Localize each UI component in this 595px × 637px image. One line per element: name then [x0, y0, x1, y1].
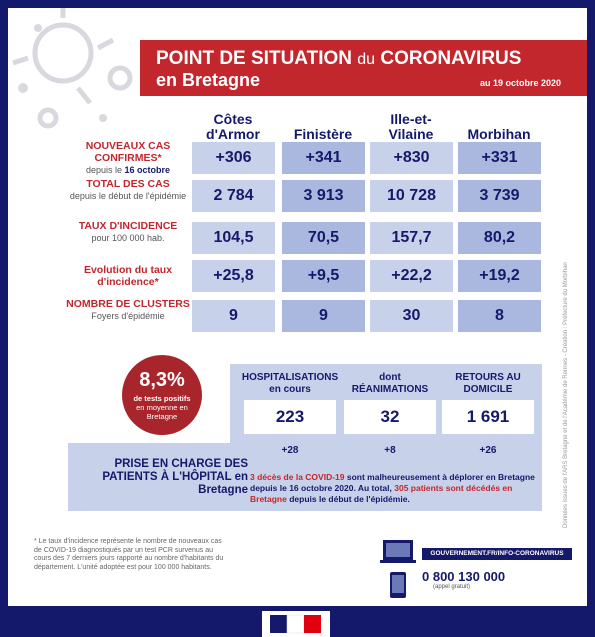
positivity-circle — [122, 355, 202, 435]
hospital-delta: +8 — [384, 445, 396, 456]
note-text: sont malheureusement à déplorer en Breta… — [250, 472, 535, 493]
row-label-text: NOMBRE DE CLUSTERS — [66, 298, 190, 310]
row-label-text: NOUVEAUX CAS CONFIRMES* — [85, 140, 171, 164]
contact-phone: 0 800 130 000 — [422, 569, 506, 584]
row-sub-text: depuis le début de l'épidémie — [69, 191, 187, 201]
contact-icons — [380, 540, 416, 598]
column-name: Morbihan — [467, 126, 531, 142]
column-header: Ille-et-Vilaine — [368, 106, 454, 142]
cell: 157,7 — [370, 222, 453, 254]
cell: +306 — [192, 142, 275, 174]
row-sub: pour 100 000 hab. — [63, 232, 193, 244]
row-label-text: TAUX D'INCIDENCE — [78, 220, 178, 232]
note-red: 305 patients sont décédés en Bretagne — [250, 483, 513, 504]
cell: 9 — [282, 300, 365, 332]
hospital-value: 1 691 — [442, 400, 534, 434]
row-label: TAUX D'INCIDENCE pour 100 000 hab. — [63, 220, 193, 244]
row-label: NOUVEAUX CAS CONFIRMES* depuis le 16 octo… — [63, 140, 193, 176]
positivity-line2: en moyenne en Bretagne — [136, 403, 188, 421]
logo — [262, 611, 330, 637]
positivity-line1: de tests positifs — [133, 394, 191, 403]
cell: 104,5 — [192, 222, 275, 254]
note-red: 3 décès de la COVID-19 — [250, 472, 345, 482]
cell: 2 784 — [192, 180, 275, 212]
hospital-value: 223 — [244, 400, 336, 434]
cell: +331 — [458, 142, 541, 174]
row-sub-bold: 16 octobre — [124, 165, 171, 175]
positivity-value: 8,3% — [139, 369, 185, 391]
column-header: Finistère — [280, 106, 366, 142]
cell: 9 — [192, 300, 275, 332]
row-sub: Foyers d'épidémie — [63, 310, 193, 322]
hospital-value: 32 — [344, 400, 436, 434]
card: POINT DE SITUATION du CORONAVIRUS en Bre… — [8, 8, 587, 606]
row-label-text: Evolution du taux d'incidence* — [83, 264, 173, 288]
hospital-delta: +28 — [281, 445, 299, 456]
row-label: NOMBRE DE CLUSTERS Foyers d'épidémie — [63, 298, 193, 322]
row-sub-text: depuis le — [85, 165, 122, 175]
title-a: POINT DE SITUATION — [156, 48, 352, 69]
cell: 8 — [458, 300, 541, 332]
footnote: * Le taux d'incidence représente le nomb… — [34, 538, 224, 571]
row-label: TOTAL DES CAS depuis le début de l'épidém… — [63, 178, 193, 202]
title-b: du — [357, 51, 376, 68]
hospital-header: dont RÉANIMATIONS — [351, 372, 429, 395]
contact-phone-note: (appel gratuit) — [433, 584, 471, 590]
cell: 80,2 — [458, 222, 541, 254]
cell: 3 913 — [282, 180, 365, 212]
subtitle: en Bretagne — [156, 70, 261, 90]
cell: 30 — [370, 300, 453, 332]
row-sub-text: pour 100 000 hab. — [91, 233, 165, 243]
cell: +830 — [370, 142, 453, 174]
cell: +341 — [282, 142, 365, 174]
hospital-delta: +26 — [479, 445, 497, 456]
row-sub: depuis le 16 octobre — [63, 164, 193, 176]
column-header: Morbihan — [456, 106, 542, 142]
column-header: Côtes d'Armor — [190, 106, 276, 142]
cell: +9,5 — [282, 260, 365, 292]
cell: +19,2 — [458, 260, 541, 292]
cell: 3 739 — [458, 180, 541, 212]
cell: +25,8 — [192, 260, 275, 292]
hospital-header: RETOURS AU DOMICILE — [455, 372, 521, 395]
contact-url: GOUVERNEMENT.FR/INFO-CORONAVIRUS — [422, 548, 572, 560]
source: Données issues de l'ARS Bretagne et de l… — [563, 262, 569, 528]
column-name: Finistère — [293, 126, 353, 142]
title: POINT DE SITUATION du CORONAVIRUS — [156, 48, 521, 70]
row-sub-text: Foyers d'épidémie — [91, 311, 165, 321]
positivity: 8,3% de tests positifs en moyenne en Bre… — [120, 369, 204, 421]
row-sub: depuis le début de l'épidémie — [63, 190, 193, 202]
virus-decoration — [12, 8, 133, 129]
cell: 70,5 — [282, 222, 365, 254]
hospital-title: PRISE EN CHARGE DES PATIENTS À L'HÔPITAL… — [102, 458, 248, 496]
column-name: Ille-et-Vilaine — [388, 111, 434, 142]
cell: 10 728 — [370, 180, 453, 212]
hospital-note: 3 décès de la COVID-19 sont malheureusem… — [250, 472, 540, 505]
row-label-text: TOTAL DES CAS — [86, 178, 170, 190]
date: au 19 octobre 2020 — [479, 78, 561, 88]
hospital-header: HOSPITALISATIONS en cours — [241, 372, 339, 395]
title-banner: POINT DE SITUATION du CORONAVIRUS en Bre… — [140, 40, 587, 96]
title-c: CORONAVIRUS — [380, 48, 522, 69]
column-name: Côtes d'Armor — [206, 111, 260, 142]
cell: +22,2 — [370, 260, 453, 292]
note-text: depuis le début de l'épidémie. — [286, 494, 410, 504]
row-label: Evolution du taux d'incidence* — [63, 264, 193, 288]
hospital-box — [68, 443, 542, 511]
